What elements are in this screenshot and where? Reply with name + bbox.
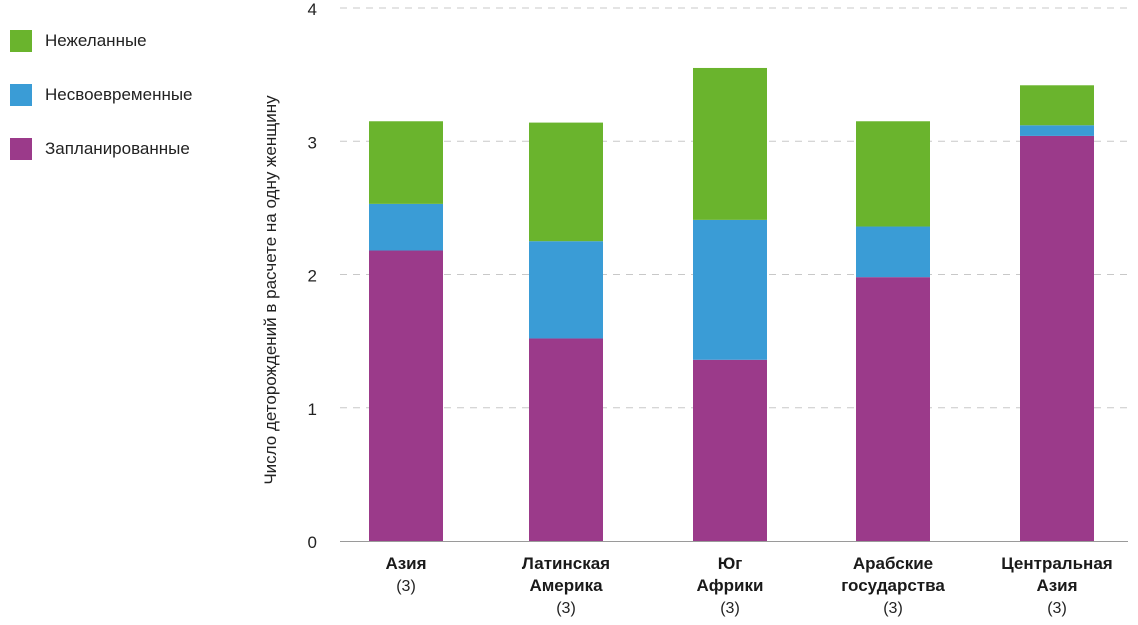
bar-segment xyxy=(856,121,930,227)
y-axis-label: Число деторождений в расчете на одну жен… xyxy=(261,95,280,485)
legend-swatch-planned xyxy=(10,138,32,160)
bar-segment xyxy=(529,338,603,541)
x-tick-note: (3) xyxy=(556,600,576,617)
bar-segment xyxy=(693,219,767,360)
bar-segment xyxy=(529,241,603,339)
y-tick-label: 4 xyxy=(308,0,317,19)
bar-segment xyxy=(856,226,930,278)
legend-label-unwanted: Нежеланные xyxy=(45,31,147,50)
bars xyxy=(369,67,1094,542)
x-tick-label: Америка xyxy=(529,576,603,595)
x-tick-label: Латинская xyxy=(522,554,610,573)
bar-segment xyxy=(693,359,767,541)
legend-label-planned: Запланированные xyxy=(45,139,190,158)
bar-segment xyxy=(1020,125,1094,136)
bar-segment xyxy=(1020,85,1094,126)
x-tick-note: (3) xyxy=(883,600,903,617)
bar-segment xyxy=(529,122,603,242)
x-tick-label: Арабские xyxy=(853,554,933,573)
legend-swatch-mistimed xyxy=(10,84,32,106)
x-axis-ticks: Азия (3) Латинская Америка (3) Юг Африки (3) Ара… xyxy=(385,554,1112,617)
bar-segment xyxy=(369,250,443,541)
x-tick-label: Азия xyxy=(385,554,426,573)
y-tick-label: 2 xyxy=(308,267,317,286)
y-tick-label: 3 xyxy=(308,133,317,152)
x-tick-label: Центральная xyxy=(1001,554,1112,573)
bar-segment xyxy=(369,203,443,251)
x-tick-label: Юг xyxy=(718,554,743,573)
legend-label-mistimed: Несвоевременные xyxy=(45,85,193,104)
bar-segment xyxy=(369,121,443,204)
y-axis-ticks: 0 1 2 3 4 xyxy=(308,0,317,552)
y-tick-label: 0 xyxy=(308,533,317,552)
x-tick-label: Африки xyxy=(697,576,764,595)
bar-segment xyxy=(1020,135,1094,542)
bar-segment xyxy=(856,277,930,541)
x-tick-label: Азия xyxy=(1036,576,1077,595)
legend-swatch-unwanted xyxy=(10,30,32,52)
y-tick-label: 1 xyxy=(308,400,317,419)
x-tick-label: государства xyxy=(841,576,945,595)
x-tick-note: (3) xyxy=(396,578,416,595)
x-tick-note: (3) xyxy=(1047,600,1067,617)
x-tick-note: (3) xyxy=(720,600,740,617)
bar-segment xyxy=(693,67,767,220)
